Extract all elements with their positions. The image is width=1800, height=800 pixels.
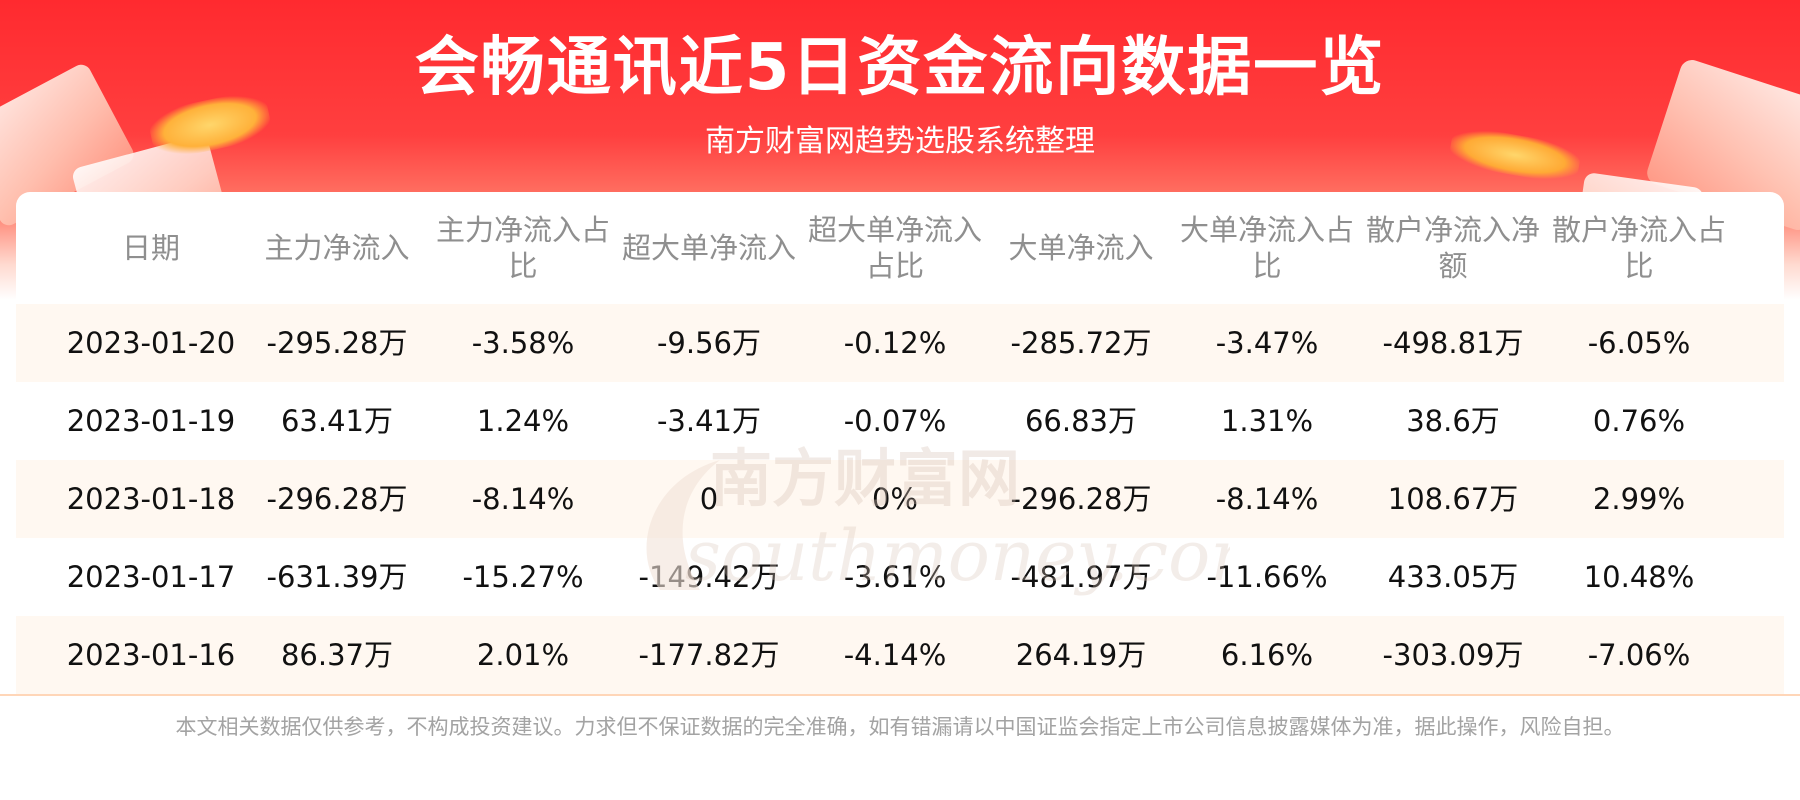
cell-main-net-inflow-ratio: -15.27%	[462, 560, 584, 594]
cell-retail-net-inflow: 108.67万	[1387, 482, 1519, 516]
cell-super-large-net-inflow: 0	[699, 482, 719, 516]
cell-main-net-inflow-ratio: 2.01%	[476, 638, 570, 672]
cell-large-net-inflow-ratio: -8.14%	[1215, 482, 1319, 516]
cell-super-large-net-inflow-ratio: -3.61%	[843, 560, 947, 594]
cell-main-net-inflow-ratio: -8.14%	[471, 482, 575, 516]
column-header-super-large-net-inflow-ratio: 超大单净流入占比	[808, 213, 983, 283]
table-row: 2023-01-16 86.37万 2.01% -177.82万 -4.14% …	[16, 616, 1784, 694]
table-row: 2023-01-19 63.41万 1.24% -3.41万 -0.07% 66…	[16, 382, 1784, 460]
column-header-retail-net-inflow: 散户净流入净额	[1366, 213, 1541, 283]
column-header-date: 日期	[121, 231, 180, 265]
cell-date: 2023-01-16	[66, 638, 236, 672]
cell-date: 2023-01-19	[66, 404, 236, 438]
cell-main-net-inflow: -295.28万	[266, 326, 408, 360]
cell-retail-net-inflow-ratio: -7.06%	[1587, 638, 1691, 672]
column-header-retail-net-inflow-ratio: 散户净流入占比	[1552, 213, 1727, 283]
cell-retail-net-inflow: -303.09万	[1382, 638, 1524, 672]
cell-large-net-inflow-ratio: -3.47%	[1215, 326, 1319, 360]
cell-large-net-inflow-ratio: 1.31%	[1220, 404, 1314, 438]
column-header-main-net-inflow: 主力净流入	[264, 231, 410, 265]
table-row: 2023-01-17 -631.39万 -15.27% -149.42万 -3.…	[16, 538, 1784, 616]
cell-retail-net-inflow-ratio: -6.05%	[1587, 326, 1691, 360]
table-row: 2023-01-20 -295.28万 -3.58% -9.56万 -0.12%…	[16, 304, 1784, 382]
cell-super-large-net-inflow-ratio: 0%	[871, 482, 918, 516]
page-subtitle: 南方财富网趋势选股系统整理	[705, 124, 1095, 159]
cell-large-net-inflow: 66.83万	[1024, 404, 1138, 438]
table-header-row: 日期 主力净流入 主力净流入占比 超大单净流入 超大单净流入占比 大单净流入 大…	[16, 192, 1784, 304]
cell-main-net-inflow-ratio: 1.24%	[476, 404, 570, 438]
cell-retail-net-inflow: -498.81万	[1382, 326, 1524, 360]
cell-retail-net-inflow: 38.6万	[1406, 404, 1500, 438]
column-header-main-net-inflow-ratio: 主力净流入占比	[436, 213, 611, 283]
table-row: 2023-01-18 -296.28万 -8.14% 0 0% -296.28万…	[16, 460, 1784, 538]
cell-retail-net-inflow-ratio: 0.76%	[1592, 404, 1686, 438]
cell-date: 2023-01-20	[66, 326, 236, 360]
cell-main-net-inflow: 86.37万	[280, 638, 394, 672]
cell-main-net-inflow: 63.41万	[280, 404, 394, 438]
cell-large-net-inflow-ratio: -11.66%	[1206, 560, 1328, 594]
column-header-large-net-inflow: 大单净流入	[1008, 231, 1154, 265]
cell-date: 2023-01-17	[66, 560, 236, 594]
cell-super-large-net-inflow-ratio: -4.14%	[843, 638, 947, 672]
cell-large-net-inflow: -481.97万	[1010, 560, 1152, 594]
page-title: 会畅通讯近5日资金流向数据一览	[414, 31, 1386, 105]
data-panel: 日期 主力净流入 主力净流入占比 超大单净流入 超大单净流入占比 大单净流入 大…	[16, 192, 1784, 697]
cell-large-net-inflow-ratio: 6.16%	[1220, 638, 1314, 672]
cell-large-net-inflow: -285.72万	[1010, 326, 1152, 360]
cell-super-large-net-inflow: -177.82万	[638, 638, 780, 672]
disclaimer-text: 本文相关数据仅供参考，不构成投资建议。力求但不保证数据的完全准确，如有错漏请以中…	[175, 715, 1625, 739]
cell-retail-net-inflow-ratio: 10.48%	[1583, 560, 1695, 594]
cell-large-net-inflow: 264.19万	[1015, 638, 1147, 672]
cell-retail-net-inflow-ratio: 2.99%	[1592, 482, 1686, 516]
cell-main-net-inflow: -296.28万	[266, 482, 408, 516]
cell-main-net-inflow: -631.39万	[266, 560, 408, 594]
cell-date: 2023-01-18	[66, 482, 236, 516]
cell-super-large-net-inflow: -9.56万	[656, 326, 762, 360]
column-header-large-net-inflow-ratio: 大单净流入占比	[1180, 213, 1355, 283]
cell-super-large-net-inflow-ratio: -0.07%	[843, 404, 947, 438]
cell-large-net-inflow: -296.28万	[1010, 482, 1152, 516]
footer-divider	[0, 694, 1800, 696]
cell-main-net-inflow-ratio: -3.58%	[471, 326, 575, 360]
column-header-super-large-net-inflow: 超大单净流入	[622, 231, 797, 265]
cell-super-large-net-inflow: -3.41万	[656, 404, 762, 438]
cell-retail-net-inflow: 433.05万	[1387, 560, 1519, 594]
fund-flow-table: 日期 主力净流入 主力净流入占比 超大单净流入 超大单净流入占比 大单净流入 大…	[16, 192, 1784, 694]
cell-super-large-net-inflow-ratio: -0.12%	[843, 326, 947, 360]
cell-super-large-net-inflow: -149.42万	[638, 560, 780, 594]
